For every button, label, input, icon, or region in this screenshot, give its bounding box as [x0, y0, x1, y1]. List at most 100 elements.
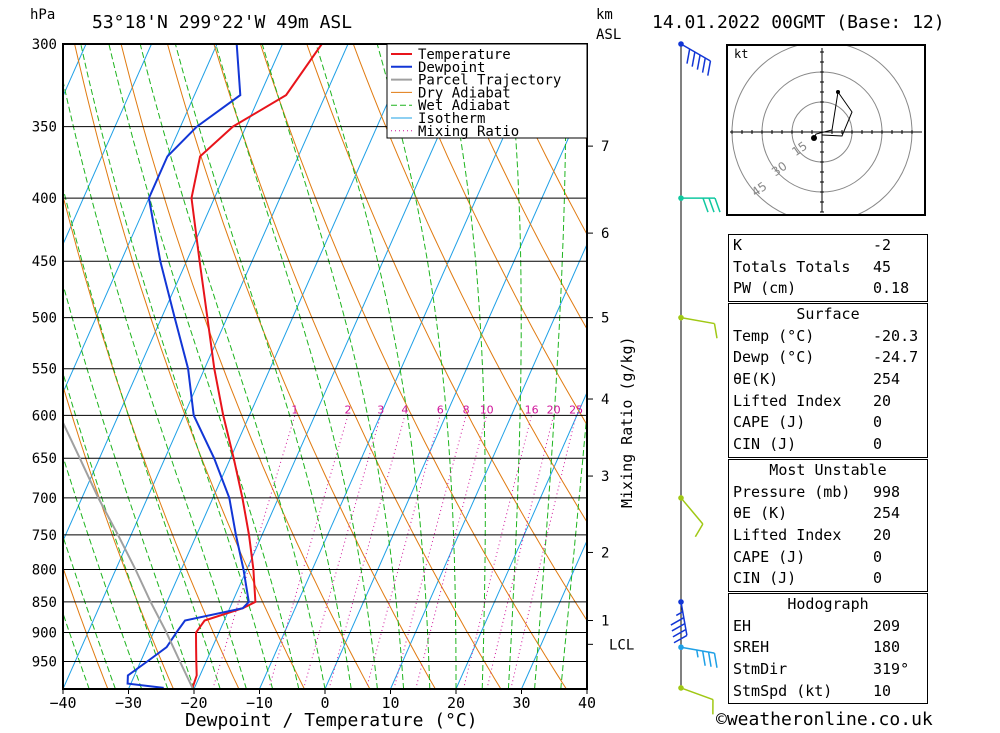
- pressure-tick-label: 350: [32, 120, 57, 136]
- wind-barb-flag: [673, 634, 688, 644]
- table-row: CAPE (J) 0: [729, 412, 927, 434]
- isotherm-line: [390, 243, 587, 689]
- x-axis-label: Dewpoint / Temperature (°C): [185, 710, 478, 731]
- row-value: 0: [873, 569, 883, 588]
- wind-barb-flag: [672, 628, 687, 638]
- wind-barb: [670, 599, 688, 644]
- wind-barb-flag: [707, 60, 712, 76]
- wind-barb-flag: [707, 651, 712, 667]
- legend-label: Dry Adiabat: [418, 85, 511, 101]
- table-row: StmSpd (kt) 10: [729, 681, 927, 703]
- index-row-totals: Totals Totals 45: [729, 257, 927, 279]
- row-label: EH: [733, 616, 752, 635]
- table-row: Lifted Index 20: [729, 525, 927, 547]
- isotherm-line: [324, 94, 587, 689]
- wet-adiabat-line: [560, 408, 587, 689]
- most-unstable-title: Most Unstable: [769, 461, 887, 479]
- isotherm-line: [63, 44, 283, 543]
- hodograph-top-point: [836, 90, 840, 94]
- height-tick-label: 1: [601, 614, 609, 630]
- mixing-ratio-line: [212, 415, 296, 689]
- hodograph-panel: 15 30 45 kt: [726, 44, 926, 216]
- wind-barb-dot: [678, 685, 684, 691]
- hodograph-ring-label: 45: [749, 179, 770, 199]
- height-unit-label: km: [596, 7, 613, 23]
- mixing-ratio-label: 8: [463, 403, 470, 416]
- credit-link[interactable]: ©weatheronline.co.uk: [716, 709, 933, 730]
- wind-barb-flag: [691, 51, 696, 67]
- legend-label: Parcel Trajectory: [418, 73, 561, 89]
- run-datetime: 14.01.2022 00GMT (Base: 12): [652, 12, 945, 33]
- mixing-ratio-label: 4: [401, 403, 408, 416]
- surface-table: Surface Temp (°C) -20.3 Dewp (°C) -24.7 θE…: [728, 303, 928, 458]
- wind-barb-dot: [678, 599, 684, 605]
- series-line-parcel-trajectory: [63, 420, 194, 689]
- isotherm-line: [455, 391, 587, 689]
- height-ref-label: ASL: [596, 27, 622, 43]
- isotherm-line: [63, 44, 152, 246]
- series-line-dewpoint: [126, 44, 250, 689]
- plot-frame: [62, 43, 588, 690]
- row-label: Pressure (mb): [733, 482, 851, 501]
- row-value: -20.3: [873, 326, 919, 345]
- row-label: Dewp (°C): [733, 348, 815, 367]
- pressure-tick-label: 650: [32, 451, 57, 467]
- isotherm-line: [521, 539, 587, 689]
- pressure-tick-label: 900: [32, 626, 57, 642]
- wind-barb-staff: [680, 497, 704, 525]
- wet-adiabat-line: [376, 44, 457, 689]
- x-tick-label: −40: [49, 694, 76, 712]
- height-tick-label: 6: [601, 226, 609, 242]
- legend-label: Wet Adiabat: [418, 98, 511, 114]
- table-row: θE(K) 254: [729, 369, 927, 391]
- index-row-k: K -2: [729, 235, 927, 257]
- wet-adiabat-line: [108, 44, 300, 689]
- table-row: SREH 180: [729, 637, 927, 659]
- pressure-tick-label: 600: [32, 408, 57, 424]
- isotherm-line: [0, 44, 21, 689]
- row-value: 20: [873, 391, 892, 410]
- index-value: 45: [873, 257, 892, 276]
- surface-title: Surface: [796, 305, 860, 323]
- index-value: -2: [873, 236, 892, 254]
- wind-barb: [678, 685, 714, 715]
- wind-barb-staff: [680, 316, 715, 325]
- wet-adiabat-line: [506, 44, 522, 689]
- height-tick-label: 4: [601, 392, 609, 408]
- wet-adiabat-line: [261, 44, 405, 689]
- mixing-ratio-line: [510, 415, 577, 689]
- wind-barb-flag: [713, 653, 718, 668]
- hodograph-title: Hodograph: [787, 595, 869, 613]
- row-label: StmSpd (kt): [733, 681, 833, 700]
- index-row-pw: PW (cm) 0.18: [729, 278, 927, 300]
- mixing-ratio-line: [415, 415, 488, 689]
- height-tick-label: 3: [601, 469, 609, 485]
- table-row: CIN (J) 0: [729, 568, 927, 590]
- pressure-tick-label: 800: [32, 562, 57, 578]
- index-label: PW (cm): [733, 279, 797, 298]
- x-tick-label: 10: [381, 694, 399, 712]
- x-tick-label: −30: [115, 694, 142, 712]
- row-value: 0: [873, 547, 883, 566]
- wet-adiabat-line: [315, 44, 431, 689]
- row-value: 254: [873, 370, 901, 389]
- row-label: θE(K): [733, 370, 779, 389]
- hodograph-unit: kt: [734, 47, 749, 61]
- pressure-tick-label: 550: [32, 362, 57, 378]
- height-tick-label: 5: [601, 311, 609, 327]
- mixing-ratio-label: 2: [345, 403, 352, 416]
- series-line-temperature: [190, 44, 323, 689]
- wind-barb-flag: [696, 54, 701, 70]
- pressure-tick-label: 850: [32, 595, 57, 611]
- mixing-ratio-line: [303, 415, 382, 689]
- wind-barb-flag: [708, 197, 715, 213]
- row-label: CIN (J): [733, 569, 797, 588]
- mixing-ratio-line: [393, 415, 467, 689]
- legend-box: [386, 43, 588, 139]
- mixing-ratio-axis-label: Mixing Ratio (g/kg): [618, 336, 636, 508]
- table-row: θE (K) 254: [729, 503, 927, 525]
- wind-barb: [678, 644, 718, 668]
- dry-adiabat-line: [399, 44, 587, 426]
- row-label: Lifted Index: [733, 391, 842, 410]
